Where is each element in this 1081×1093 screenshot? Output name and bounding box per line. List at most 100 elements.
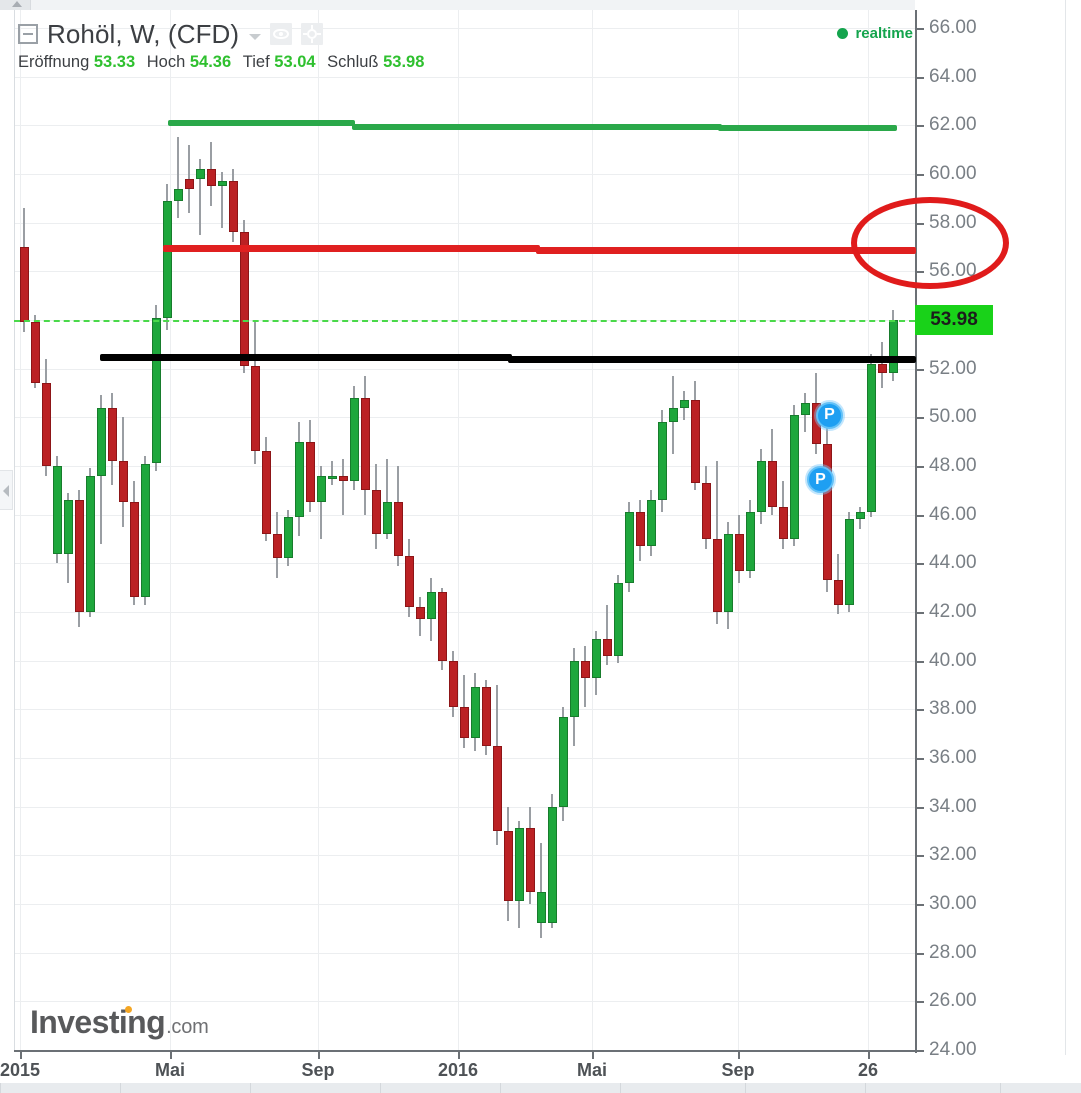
candle-body[interactable] — [767, 461, 777, 508]
candle-body[interactable] — [382, 502, 392, 535]
candle-body[interactable] — [415, 607, 425, 620]
candle-body[interactable] — [690, 400, 700, 483]
candle-body[interactable] — [173, 188, 183, 201]
candle-body[interactable] — [360, 397, 370, 491]
candle-body[interactable] — [613, 582, 623, 656]
candle-body[interactable] — [63, 500, 73, 554]
time-axis-line — [14, 1050, 915, 1052]
candle-body[interactable] — [437, 592, 447, 661]
candle-body[interactable] — [151, 317, 161, 464]
candle-body[interactable] — [877, 363, 887, 374]
chevron-down-icon[interactable] — [249, 34, 262, 40]
candle-body[interactable] — [470, 687, 480, 739]
event-marker-p[interactable]: P — [807, 466, 834, 494]
chart-plot-area[interactable] — [14, 10, 915, 1050]
candle-body[interactable] — [349, 397, 359, 481]
candle-body[interactable] — [844, 519, 854, 605]
candle-body[interactable] — [679, 400, 689, 408]
candle-body[interactable] — [646, 500, 656, 547]
candle-body[interactable] — [635, 512, 645, 547]
candle-body[interactable] — [393, 502, 403, 556]
candle-body[interactable] — [459, 706, 469, 739]
candle-body[interactable] — [866, 363, 876, 513]
gear-icon[interactable] — [301, 23, 324, 45]
candle-body[interactable] — [41, 383, 51, 466]
candle-body[interactable] — [514, 828, 524, 902]
candle-body[interactable] — [734, 534, 744, 571]
candle-body[interactable] — [327, 475, 337, 479]
candle-body[interactable] — [19, 246, 29, 323]
candle-body[interactable] — [800, 402, 810, 415]
candle-body[interactable] — [481, 687, 491, 746]
candle-body[interactable] — [316, 475, 326, 503]
candle-body[interactable] — [305, 441, 315, 503]
candle-body[interactable] — [547, 806, 557, 924]
candle-body[interactable] — [129, 502, 139, 598]
candle-body[interactable] — [250, 366, 260, 452]
candle-body[interactable] — [96, 407, 106, 476]
candle-body[interactable] — [184, 178, 194, 189]
price-axis[interactable]: 66.00 64.00 62.00 60.00 58.00 56.00 52.00 50.00… — [915, 0, 1081, 1060]
candle-body[interactable] — [855, 512, 865, 520]
event-marker-p[interactable]: P — [816, 401, 843, 429]
resistance-line-green[interactable] — [352, 123, 722, 130]
support-line-black[interactable] — [508, 356, 916, 364]
candle-body[interactable] — [558, 716, 568, 807]
caret-up-icon[interactable] — [12, 1, 22, 7]
candle-body[interactable] — [492, 745, 502, 831]
current-price-badge[interactable]: 53.98 — [915, 305, 993, 336]
candle-body[interactable] — [778, 507, 788, 539]
candle-body[interactable] — [426, 592, 436, 620]
candle-body[interactable] — [822, 444, 832, 581]
candle-body[interactable] — [723, 534, 733, 612]
candle-body[interactable] — [162, 200, 172, 318]
candle-body[interactable] — [888, 319, 898, 374]
candle-body[interactable] — [525, 828, 535, 892]
candle-body[interactable] — [283, 517, 293, 559]
candle-body[interactable] — [140, 463, 150, 598]
eye-icon[interactable] — [270, 23, 293, 45]
candle-body[interactable] — [52, 465, 62, 554]
resistance-line-red[interactable] — [163, 244, 540, 252]
candle-body[interactable] — [569, 660, 579, 717]
candle-body[interactable] — [657, 422, 667, 500]
candle-body[interactable] — [833, 580, 843, 605]
resistance-line-green[interactable] — [168, 120, 355, 127]
candle-body[interactable] — [74, 500, 84, 612]
candle-body[interactable] — [261, 451, 271, 535]
candle-body[interactable] — [404, 555, 414, 608]
candle-body[interactable] — [272, 534, 282, 559]
candle-body[interactable] — [85, 475, 95, 612]
candle-body[interactable] — [217, 181, 227, 187]
candle-body[interactable] — [503, 830, 513, 902]
candle-body[interactable] — [118, 461, 128, 503]
candle-body[interactable] — [30, 322, 40, 384]
candle-body[interactable] — [338, 475, 348, 481]
candle-body[interactable] — [580, 660, 590, 678]
candle-body[interactable] — [448, 660, 458, 707]
candle-body[interactable] — [239, 232, 249, 367]
candle-body[interactable] — [536, 891, 546, 924]
candle-body[interactable] — [701, 482, 711, 539]
scroll-left-tab[interactable] — [0, 470, 13, 510]
candle-body[interactable] — [668, 407, 678, 423]
resistance-line-green[interactable] — [718, 125, 897, 132]
chevron-left-icon[interactable] — [3, 485, 9, 497]
collapse-minus-icon[interactable] — [18, 24, 38, 44]
candle-body[interactable] — [206, 169, 216, 187]
candle-body[interactable] — [371, 490, 381, 535]
resistance-line-red[interactable] — [536, 247, 916, 255]
candle-body[interactable] — [591, 638, 601, 678]
support-line-black[interactable] — [100, 354, 512, 362]
candle-body[interactable] — [624, 512, 634, 583]
candle-body[interactable] — [712, 538, 722, 612]
candle-body[interactable] — [107, 407, 117, 462]
candle-body[interactable] — [294, 441, 304, 518]
candle-body[interactable] — [228, 181, 238, 233]
candle-body[interactable] — [789, 414, 799, 539]
price-tick-label: 50.00 — [929, 406, 977, 428]
candle-body[interactable] — [756, 461, 766, 513]
candle-body[interactable] — [195, 169, 205, 179]
candle-body[interactable] — [602, 638, 612, 656]
candle-body[interactable] — [745, 512, 755, 571]
